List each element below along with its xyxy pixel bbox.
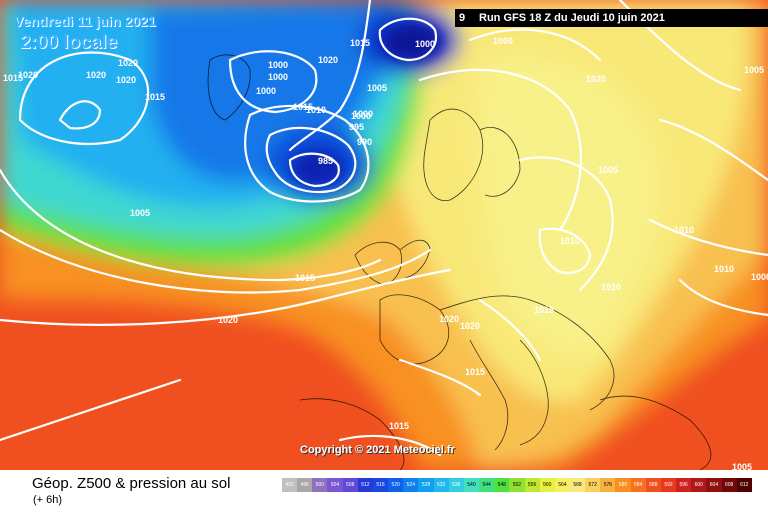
isobar-label: 1005 <box>130 208 150 218</box>
scale-cell: 524 <box>403 478 419 492</box>
forecast-time: 2:00 locale <box>20 32 118 53</box>
isobar-label: 1015 <box>145 92 165 102</box>
isobar-label: 1010 <box>714 264 734 274</box>
scale-cell: 508 <box>342 478 358 492</box>
isobar-label: 1020 <box>18 70 38 80</box>
isobar-label: 995 <box>349 122 364 132</box>
isobar-label: 1020 <box>318 55 338 65</box>
run-info-edge: 9 <box>459 12 466 24</box>
scale-cell: 592 <box>660 478 677 492</box>
isobar-label: 1010 <box>306 105 326 115</box>
scale-cell: 528 <box>418 478 434 492</box>
isobar-label: 1020 <box>586 74 606 84</box>
scale-cell: 500 <box>312 478 328 492</box>
isobar-label: 1000 <box>256 86 276 96</box>
isobar-label: 1005 <box>598 165 618 175</box>
legend-subtitle: (+ 6h) <box>33 494 63 506</box>
isobar-label: 1015 <box>295 273 315 283</box>
isobar-label: 1005 <box>744 65 764 75</box>
isobar-label: 1020 <box>460 321 480 331</box>
scale-cell: 588 <box>645 478 661 492</box>
isobar-label: 1000 <box>493 36 513 46</box>
scale-cell: 492 <box>282 478 298 492</box>
run-info-text: Run GFS 18 Z du Jeudi 10 juin 2021 <box>479 12 665 24</box>
scale-cell: 596 <box>676 478 692 492</box>
scale-cell: 504 <box>327 478 343 492</box>
scale-cell: 560 <box>539 478 555 492</box>
isobar-label: 1015 <box>389 421 409 431</box>
scale-cell: 572 <box>585 478 601 492</box>
scale-cell: 544 <box>479 478 495 492</box>
isobar-label: 1020 <box>86 70 106 80</box>
scale-cell: 580 <box>615 478 631 492</box>
scale-cell: 584 <box>630 478 646 492</box>
scale-cell: 516 <box>372 478 389 492</box>
scale-cell: 576 <box>600 478 616 492</box>
run-info-banner: 9 Run GFS 18 Z du Jeudi 10 juin 2021 <box>455 9 768 27</box>
isobar-label: 1015 <box>350 38 370 48</box>
scale-cell: 564 <box>554 478 570 492</box>
scale-cell: 604 <box>706 478 722 492</box>
scale-cell: 612 <box>736 478 752 492</box>
scale-cell: 552 <box>509 478 525 492</box>
isobar-label: 1000 <box>751 272 768 282</box>
color-scale: 492 496 500 504 508 512 516 520 524 528 532 536 540 5… <box>282 478 752 492</box>
scale-cell: 540 <box>463 478 480 492</box>
isobar-label: 985 <box>318 156 333 166</box>
isobar-label: 1015 <box>465 367 485 377</box>
isobar-label: 1020 <box>116 75 136 85</box>
scale-cell: 548 <box>494 478 510 492</box>
isobar-label: 990 <box>357 137 372 147</box>
scale-cell: 536 <box>448 478 464 492</box>
isobar-label: 1015 <box>3 73 23 83</box>
isobar-label: 1005 <box>732 462 752 470</box>
copyright-text: Copyright © 2021 Meteociel.fr <box>300 444 455 456</box>
isobar-label: 1000 <box>268 72 288 82</box>
isobar-label: 1020 <box>439 314 459 324</box>
scale-cell: 512 <box>357 478 373 492</box>
scale-cell: 556 <box>524 478 540 492</box>
scale-cell: 520 <box>388 478 404 492</box>
isobar-label: 1015 <box>534 305 554 315</box>
forecast-date: Vendredi 11 juin 2021 <box>14 13 156 29</box>
isobar-label: 1005 <box>367 83 387 93</box>
scale-cell: 568 <box>569 478 586 492</box>
legend-title: Géop. Z500 & pression au sol <box>32 475 231 492</box>
scale-cell: 600 <box>691 478 707 492</box>
scale-cell: 496 <box>297 478 313 492</box>
isobar-label: 1015 <box>293 102 313 112</box>
isobar-label: 1010 <box>674 225 694 235</box>
isobar-label: 1010 <box>560 236 580 246</box>
isobar-label: 1020 <box>118 58 138 68</box>
isobar-label: 1000 <box>268 60 288 70</box>
isobar-label: 1000 <box>415 39 435 49</box>
scale-cell: 608 <box>721 478 737 492</box>
isobars <box>0 0 768 457</box>
isobar-label: 1000 <box>351 111 371 121</box>
isobar-label: 1010 <box>601 282 621 292</box>
scale-cell: 532 <box>433 478 449 492</box>
isobar-label: 1000 <box>353 109 373 119</box>
isobar-label: 1020 <box>218 315 238 325</box>
